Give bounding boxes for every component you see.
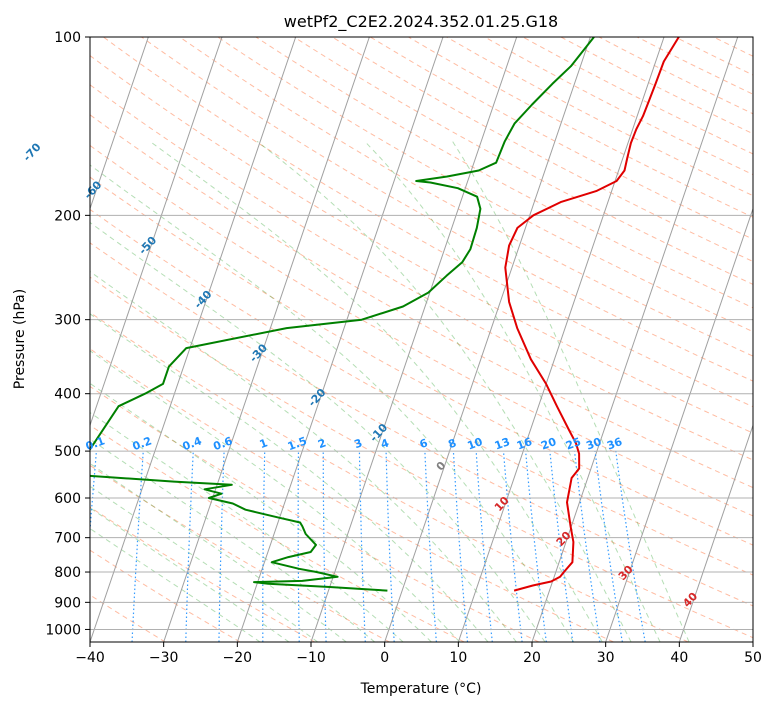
dry-adiabat — [90, 114, 753, 489]
isotherm — [90, 37, 223, 427]
profile-lines — [90, 37, 680, 592]
mixing-ratio-label: 4 — [379, 436, 391, 451]
isotherm — [457, 37, 665, 642]
y-tick-label: 400 — [54, 387, 81, 403]
x-tick-label: −20 — [223, 650, 253, 666]
isotherm — [605, 207, 753, 642]
x-axis-label: Temperature (°C) — [360, 681, 482, 697]
moist-adiabat — [256, 140, 632, 642]
mixing-ratio-label: 13 — [493, 435, 512, 452]
isotherm — [310, 37, 518, 642]
dry-adiabat — [90, 84, 753, 461]
dry-adiabat — [90, 311, 689, 642]
mixing-ratio-label: 1 — [258, 436, 270, 451]
moist-adiabat — [90, 485, 318, 642]
isotherm — [163, 37, 370, 642]
y-axis-ticks: 100 200 300 400 500 600 700 800 900 1000 — [45, 30, 90, 638]
y-tick-label: 200 — [54, 208, 81, 224]
x-tick-label: 50 — [744, 650, 762, 666]
mixing-ratio-label: 10 — [466, 435, 485, 453]
moist-adiabat — [149, 140, 603, 642]
y-tick-label: 800 — [54, 565, 81, 581]
x-tick-label: 20 — [523, 650, 541, 666]
isotherm — [678, 423, 753, 642]
mixing-ratio-label: 6 — [418, 436, 430, 451]
dewpoint-profile-line — [90, 37, 595, 592]
y-tick-label: 500 — [54, 444, 81, 460]
x-tick-label: −30 — [149, 650, 179, 666]
y-tick-label: 700 — [54, 531, 81, 547]
y-tick-label: 1000 — [45, 622, 81, 638]
temperature-profile-line — [504, 37, 680, 592]
isotherm — [90, 37, 297, 642]
x-tick-label: −40 — [75, 650, 105, 666]
isotherm — [531, 37, 739, 642]
dry-adiabat — [141, 37, 753, 382]
mixing-ratio-line — [90, 451, 97, 538]
x-tick-label: 30 — [597, 650, 615, 666]
mixing-ratio-label: 20 — [539, 435, 558, 453]
mixing-ratio-line — [573, 451, 601, 642]
mixing-ratio-line — [549, 451, 574, 642]
mixing-ratio-label: 16 — [515, 435, 534, 453]
mixing-ratio-line — [475, 451, 493, 642]
mixing-ratio-line — [502, 451, 523, 642]
y-tick-label: 900 — [54, 595, 81, 611]
moist-adiabat — [90, 382, 432, 642]
mixing-ratio-label: 0.4 — [181, 434, 204, 453]
y-axis-label: Pressure (hPa) — [12, 289, 28, 389]
x-axis-ticks: −40 −30 −20 −10 0 10 20 30 40 50 — [75, 642, 762, 666]
y-tick-label: 600 — [54, 491, 81, 507]
mixing-ratio-label: 8 — [446, 436, 458, 451]
moist-adiabat — [90, 313, 489, 642]
plot-frame — [89, 36, 754, 643]
x-tick-label: 40 — [670, 650, 688, 666]
mixing-ratio-line — [525, 451, 547, 642]
mixing-ratio-label: 0.2 — [131, 434, 154, 453]
moist-adiabat — [90, 270, 517, 642]
moist-adiabat — [90, 164, 575, 642]
pressure-gridlines — [90, 37, 753, 630]
x-tick-label: 10 — [449, 650, 467, 666]
y-tick-label: 300 — [54, 313, 81, 329]
mixing-ratio-label: 3 — [352, 436, 364, 451]
dry-adiabat — [90, 348, 614, 642]
chart-title: wetPf2_C2E2.2024.352.01.25.G18 — [284, 12, 558, 32]
mixing-ratio-label: 2 — [316, 436, 328, 451]
mixing-ratio-label: 25 — [564, 435, 583, 452]
dry-adiabat — [90, 176, 753, 546]
dry-adiabat — [90, 208, 753, 576]
dry-adiabat — [90, 506, 315, 642]
moist-adiabat — [90, 462, 347, 642]
dry-adiabat — [90, 385, 540, 642]
mixing-ratio-label: 1.5 — [286, 434, 309, 453]
isotherm — [90, 37, 149, 211]
mixing-ratio-label: 0.6 — [212, 434, 235, 453]
isotherm — [384, 37, 591, 642]
dry-adiabat — [293, 37, 753, 285]
x-tick-label: −10 — [296, 650, 326, 666]
mixing-ratio-line — [615, 451, 646, 642]
dry-adiabat — [408, 37, 753, 218]
mixing-ratio-line — [594, 451, 623, 642]
mixing-ratio-label: 36 — [605, 435, 624, 453]
mixing-ratio-label: 30 — [584, 435, 603, 453]
moist-adiabat — [90, 411, 404, 642]
dry-adiabat — [90, 144, 753, 517]
mixing-ratio-line — [452, 451, 469, 642]
dry-adiabat — [522, 37, 753, 155]
moist-adiabat — [452, 141, 690, 642]
moist-adiabat — [364, 140, 661, 642]
y-tick-label: 100 — [54, 30, 81, 46]
x-tick-label: 0 — [380, 650, 389, 666]
isotherm — [236, 37, 444, 642]
